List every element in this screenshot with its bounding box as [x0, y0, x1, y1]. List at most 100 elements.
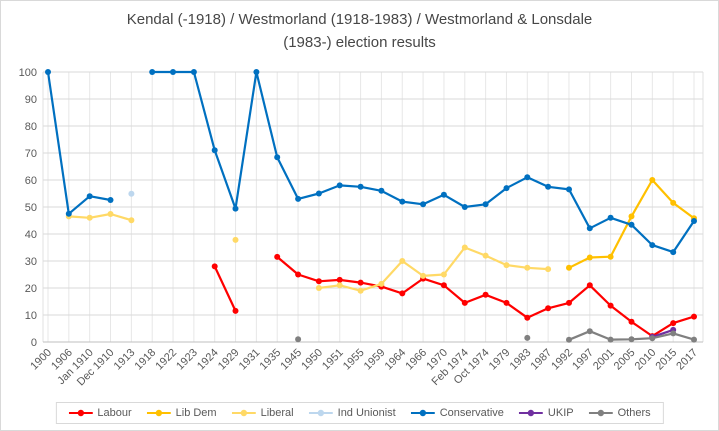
- legend-label: Ind Unionist: [337, 407, 396, 419]
- data-point-conservative: [86, 193, 93, 200]
- x-tick-label: 1966: [403, 347, 429, 373]
- legend-item-ind-unionist: Ind Unionist: [308, 407, 396, 419]
- data-point-others: [691, 336, 697, 343]
- data-point-others: [524, 334, 531, 341]
- data-point-conservative: [482, 201, 489, 208]
- x-tick-label: 1979: [487, 347, 513, 373]
- x-tick-label: 1923: [174, 347, 200, 373]
- data-point-labour: [315, 278, 322, 285]
- legend-item-liberal: Liberal: [231, 407, 294, 419]
- y-tick-label: 90: [25, 94, 37, 106]
- series-line-labour: [213, 265, 237, 312]
- legend: Labour Lib Dem Liberal Ind Unionist Conserva…: [55, 402, 664, 424]
- data-point-labour: [607, 302, 614, 309]
- x-tick-label: 1997: [570, 347, 596, 373]
- x-tick-label: 1900: [28, 347, 54, 373]
- series-liberal: [65, 211, 552, 294]
- x-tick-label: 1929: [216, 347, 242, 373]
- data-point-liberal: [461, 244, 468, 251]
- x-tick-label: 2015: [653, 347, 679, 373]
- legend-label: Lib Dem: [175, 407, 217, 419]
- data-point-liberal: [107, 211, 114, 217]
- legend-marker-liberal-icon: [231, 409, 256, 417]
- series-line-liberal: [67, 212, 133, 222]
- y-tick-label: 0: [31, 337, 37, 349]
- legend-label: UKIP: [547, 407, 574, 419]
- legend-marker-others-icon: [588, 409, 613, 417]
- data-point-liberal: [128, 217, 135, 224]
- data-point-conservative: [107, 197, 114, 203]
- data-point-conservative: [253, 69, 260, 75]
- data-point-liberal: [378, 280, 385, 287]
- data-point-conservative: [378, 187, 385, 194]
- series-others: [295, 328, 697, 343]
- data-point-lib-dem: [566, 264, 572, 271]
- data-point-conservative: [461, 204, 468, 210]
- legend-label: Others: [617, 407, 651, 419]
- data-point-conservative: [170, 69, 176, 75]
- legend-item-lib-dem: Lib Dem: [146, 407, 217, 419]
- data-point-conservative: [607, 214, 614, 221]
- x-tick-label: 1983: [508, 347, 534, 373]
- series-lib-dem: [566, 177, 697, 271]
- y-tick-label: 100: [19, 67, 37, 79]
- data-point-labour: [545, 305, 552, 312]
- y-tick-label: 50: [25, 202, 37, 214]
- data-point-labour: [274, 253, 281, 260]
- data-point-conservative: [524, 174, 531, 181]
- data-point-conservative: [65, 210, 72, 217]
- data-point-conservative: [211, 147, 218, 154]
- legend-label: Liberal: [260, 407, 294, 419]
- series-labour: [211, 253, 697, 340]
- legend-item-labour: Labour: [68, 407, 132, 419]
- y-tick-label: 40: [25, 229, 37, 241]
- data-point-conservative: [566, 186, 572, 193]
- data-point-conservative: [336, 182, 343, 189]
- legend-item-others: Others: [588, 407, 651, 419]
- data-point-conservative: [586, 225, 593, 232]
- legend-marker-conservative-icon: [410, 409, 435, 417]
- data-point-liberal: [399, 258, 406, 264]
- data-point-liberal: [86, 214, 93, 221]
- data-point-liberal: [420, 272, 427, 279]
- x-tick-label: 1935: [258, 347, 284, 373]
- y-tick-label: 20: [25, 283, 37, 295]
- data-point-conservative: [503, 185, 510, 192]
- data-point-lib-dem: [607, 253, 614, 260]
- chart-title-line1: Kendal (-1918) / Westmorland (1918-1983)…: [126, 11, 593, 28]
- y-tick-label: 30: [25, 256, 37, 268]
- x-tick-label: 1922: [153, 347, 179, 373]
- y-tick-label: 70: [25, 148, 37, 160]
- data-point-others: [586, 328, 593, 335]
- legend-marker-ukip-icon: [518, 409, 543, 417]
- x-tick-label: 2017: [674, 347, 700, 373]
- data-point-lib-dem: [628, 213, 635, 220]
- data-point-conservative: [274, 154, 281, 161]
- data-point-conservative: [649, 242, 656, 249]
- data-point-labour: [586, 282, 593, 289]
- chart-title-line2: (1983-) election results: [283, 34, 436, 52]
- data-point-conservative: [420, 201, 427, 208]
- legend-marker-lib-dem-icon: [146, 409, 171, 417]
- data-point-others: [566, 336, 572, 343]
- data-point-conservative: [440, 191, 447, 198]
- data-point-liberal: [545, 266, 552, 273]
- y-tick-label: 60: [25, 175, 37, 187]
- data-point-labour: [691, 313, 697, 320]
- x-tick-label: 1964: [383, 347, 409, 373]
- x-tick-label: 1918: [133, 347, 159, 373]
- data-point-liberal: [232, 236, 239, 243]
- legend-marker-labour-icon: [68, 409, 93, 417]
- data-point-conservative: [315, 190, 322, 197]
- data-point-others: [670, 330, 677, 337]
- data-point-liberal: [440, 271, 447, 278]
- x-tick-label: 1992: [549, 347, 575, 373]
- data-point-conservative: [545, 183, 552, 190]
- data-point-liberal: [503, 262, 510, 269]
- data-point-labour: [440, 282, 447, 289]
- data-point-conservative: [357, 183, 364, 190]
- data-point-conservative: [232, 205, 239, 212]
- data-point-liberal: [357, 287, 364, 294]
